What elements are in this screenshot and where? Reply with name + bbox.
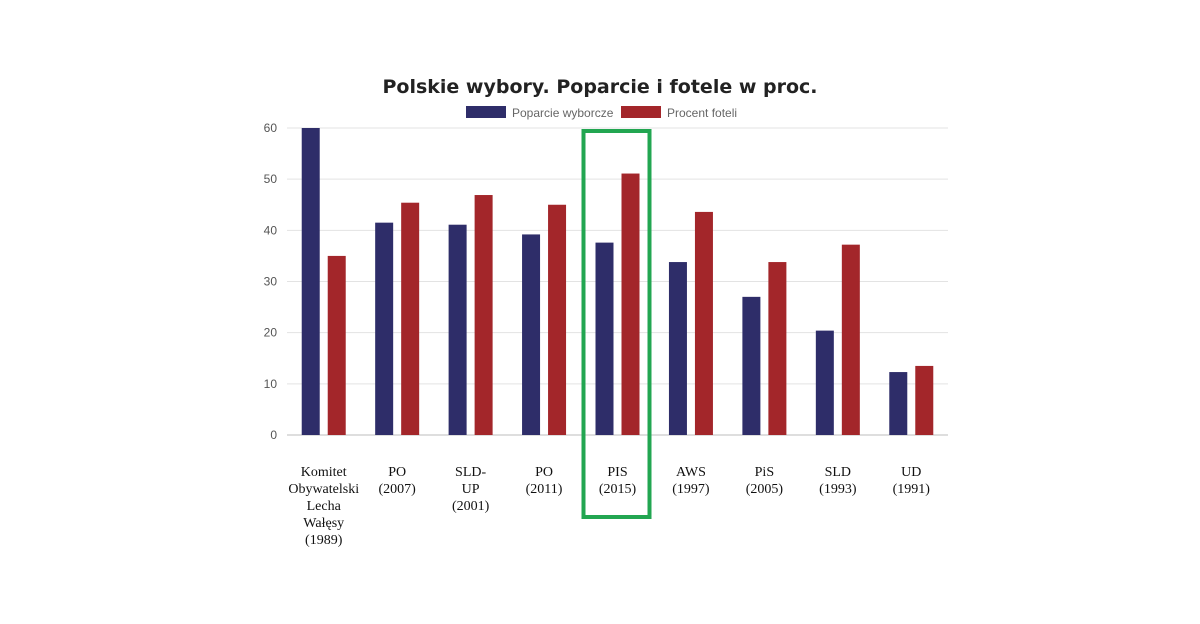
legend-swatch-poparcie [466, 106, 506, 118]
bar-procent-7 [841, 244, 860, 435]
x-tick-label-5: AWS (1997) [672, 465, 710, 497]
bar-poparcie-2 [448, 224, 467, 435]
x-axis-category-labels: Komitet Obywatelski Lecha Wałęsy (1989) PO (20… [288, 465, 930, 548]
y-tick-label-0: 0 [270, 428, 277, 442]
bar-poparcie-7 [815, 330, 834, 435]
bar-poparcie-1 [375, 222, 394, 435]
y-tick-label-60: 60 [264, 121, 278, 135]
highlight-frame [581, 129, 652, 519]
bar-poparcie-6 [742, 296, 761, 435]
x-tick-label-8: UD (1991) [893, 465, 931, 497]
bars [301, 128, 934, 435]
bar-procent-0 [327, 255, 346, 435]
x-tick-label-0: Komitet Obywatelski Lecha Wałęsy (1989) [288, 465, 359, 548]
y-tick-label-50: 50 [264, 172, 278, 186]
bar-procent-1 [401, 202, 420, 435]
legend-label-poparcie: Poparcie wyborcze [512, 106, 614, 120]
y-tick-label-30: 30 [264, 275, 278, 289]
bar-poparcie-5 [668, 262, 687, 435]
bar-poparcie-4 [595, 242, 614, 435]
y-axis-ticks: 0 10 20 30 40 50 60 [264, 121, 278, 442]
bar-procent-2 [474, 195, 493, 435]
legend: Poparcie wyborcze Procent foteli [466, 106, 737, 120]
x-tick-label-4: PIS (2015) [599, 465, 637, 497]
gridlines [287, 127, 948, 436]
y-tick-label-10: 10 [264, 377, 278, 391]
bar-poparcie-8 [889, 372, 908, 435]
bar-procent-6 [768, 262, 787, 435]
bar-poparcie-0 [301, 128, 320, 435]
x-tick-label-6: PiS (2005) [746, 465, 784, 497]
y-tick-label-40: 40 [264, 223, 278, 237]
bar-poparcie-3 [522, 234, 541, 435]
legend-swatch-procent [621, 106, 661, 118]
highlight-box [581, 129, 652, 519]
x-tick-label-1: PO (2007) [379, 465, 417, 497]
chart-title: Polskie wybory. Poparcie i fotele w proc… [382, 76, 817, 98]
x-tick-label-3: PO (2011) [526, 465, 563, 497]
x-tick-label-2: SLD-UP (2001) [452, 465, 490, 514]
bar-procent-4 [621, 173, 640, 435]
bar-procent-3 [548, 204, 567, 435]
y-tick-label-20: 20 [264, 326, 278, 340]
x-tick-label-7: SLD (1993) [819, 465, 857, 497]
bar-procent-5 [694, 211, 713, 435]
legend-label-procent: Procent foteli [667, 106, 737, 120]
bar-procent-8 [915, 365, 934, 435]
